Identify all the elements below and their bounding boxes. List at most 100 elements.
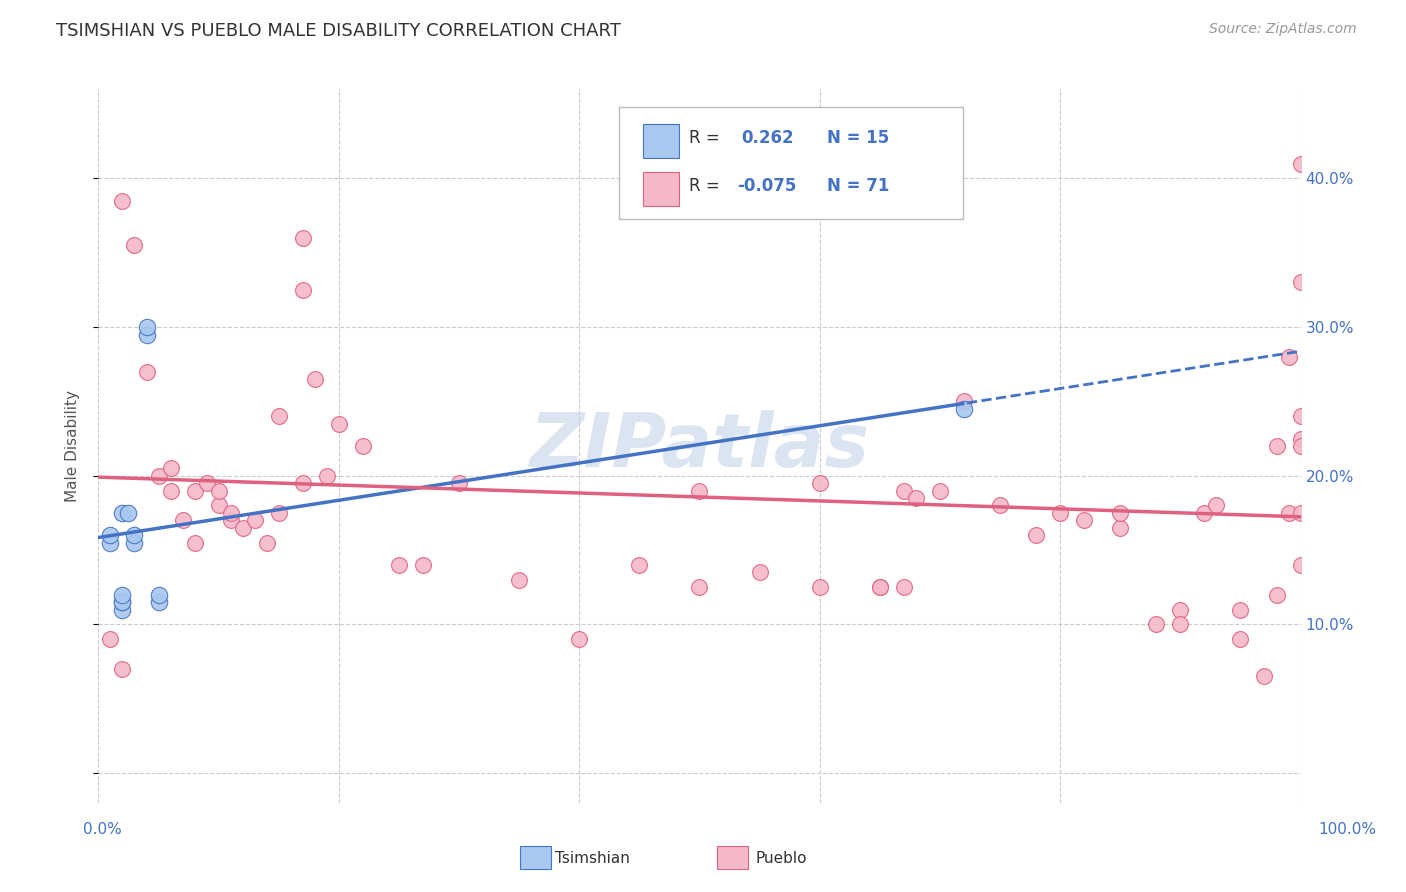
Point — [568, 632, 591, 647]
Point — [328, 417, 350, 431]
Point — [232, 521, 254, 535]
Point — [148, 588, 170, 602]
Point — [1229, 602, 1251, 616]
Point — [135, 320, 157, 334]
Point — [208, 499, 231, 513]
Point — [689, 483, 711, 498]
Point — [1289, 276, 1312, 290]
Point — [124, 238, 146, 252]
Point — [124, 528, 146, 542]
Point — [953, 401, 976, 416]
Text: ZIPatlas: ZIPatlas — [530, 409, 869, 483]
Point — [689, 580, 711, 594]
Point — [219, 506, 242, 520]
Point — [135, 365, 157, 379]
Point — [953, 394, 976, 409]
Point — [291, 476, 314, 491]
Point — [1289, 558, 1312, 572]
Point — [111, 506, 134, 520]
Point — [628, 558, 651, 572]
Point — [1229, 632, 1251, 647]
Point — [291, 283, 314, 297]
Text: Tsimshian: Tsimshian — [555, 851, 630, 865]
Point — [1049, 506, 1071, 520]
Text: 0.0%: 0.0% — [83, 822, 122, 837]
Point — [928, 483, 950, 498]
Point — [808, 580, 831, 594]
Point — [1205, 499, 1227, 513]
Point — [172, 513, 194, 527]
Point — [183, 483, 205, 498]
Text: TSIMSHIAN VS PUEBLO MALE DISABILITY CORRELATION CHART: TSIMSHIAN VS PUEBLO MALE DISABILITY CORR… — [56, 22, 621, 40]
Text: Pueblo: Pueblo — [755, 851, 807, 865]
Text: N = 15: N = 15 — [827, 129, 889, 147]
Point — [1144, 617, 1167, 632]
Point — [1277, 350, 1299, 364]
Point — [352, 439, 374, 453]
Point — [1109, 521, 1132, 535]
Point — [111, 595, 134, 609]
Point — [1194, 506, 1216, 520]
Point — [100, 535, 122, 549]
Point — [124, 535, 146, 549]
Point — [111, 595, 134, 609]
Point — [243, 513, 266, 527]
Point — [1289, 156, 1312, 170]
Point — [1289, 506, 1312, 520]
Y-axis label: Male Disability: Male Disability — [65, 390, 80, 502]
Point — [1289, 439, 1312, 453]
Text: R =: R = — [689, 178, 725, 195]
Point — [100, 632, 122, 647]
Point — [135, 327, 157, 342]
Point — [447, 476, 470, 491]
Point — [267, 409, 290, 424]
Point — [111, 602, 134, 616]
Point — [1073, 513, 1095, 527]
Point — [100, 528, 122, 542]
Text: N = 71: N = 71 — [827, 178, 889, 195]
Point — [1265, 588, 1288, 602]
Point — [111, 194, 134, 208]
Point — [304, 372, 326, 386]
Text: R =: R = — [689, 129, 730, 147]
Point — [869, 580, 891, 594]
Point — [869, 580, 891, 594]
Point — [256, 535, 278, 549]
Point — [195, 476, 218, 491]
Point — [148, 595, 170, 609]
Text: Source: ZipAtlas.com: Source: ZipAtlas.com — [1209, 22, 1357, 37]
Point — [893, 580, 915, 594]
Point — [748, 566, 770, 580]
Text: 100.0%: 100.0% — [1317, 822, 1376, 837]
Point — [388, 558, 411, 572]
Point — [219, 513, 242, 527]
Point — [1289, 409, 1312, 424]
Point — [988, 499, 1011, 513]
Point — [1109, 506, 1132, 520]
Point — [808, 476, 831, 491]
Point — [291, 231, 314, 245]
Point — [159, 461, 181, 475]
Point — [1253, 669, 1275, 683]
Text: -0.075: -0.075 — [737, 178, 796, 195]
Text: 0.262: 0.262 — [741, 129, 793, 147]
Point — [412, 558, 434, 572]
Point — [208, 483, 231, 498]
Point — [148, 468, 170, 483]
Point — [111, 588, 134, 602]
Point — [1277, 506, 1299, 520]
Point — [1265, 439, 1288, 453]
Point — [267, 506, 290, 520]
Point — [315, 468, 337, 483]
Point — [1289, 432, 1312, 446]
Point — [508, 573, 530, 587]
Point — [1170, 617, 1192, 632]
Point — [904, 491, 927, 505]
Point — [183, 535, 205, 549]
Point — [111, 662, 134, 676]
Point — [1025, 528, 1047, 542]
Point — [1170, 602, 1192, 616]
Point — [117, 506, 139, 520]
Point — [893, 483, 915, 498]
Point — [159, 483, 181, 498]
